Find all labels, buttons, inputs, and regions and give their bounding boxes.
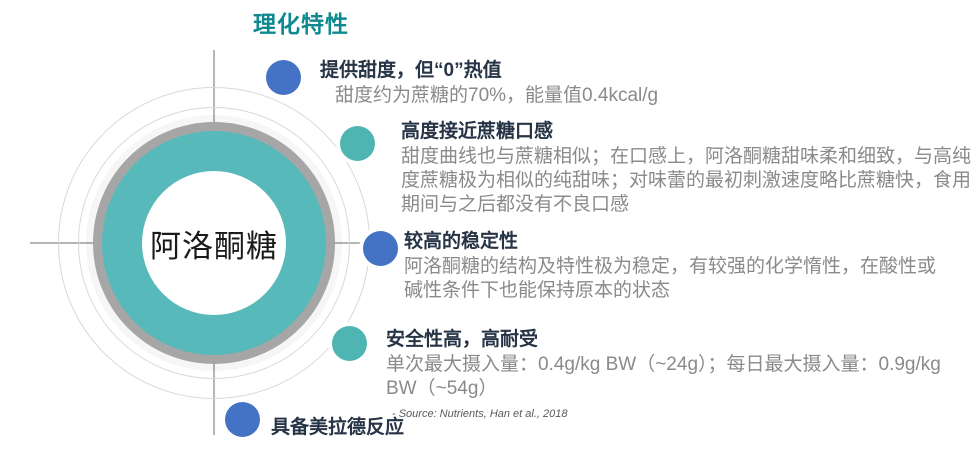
feature-item-sweetness: 提供甜度，但“0”热值 甜度约为蔗糖的70%，能量值0.4kcal/g — [320, 59, 658, 108]
feature-item-maillard: 具备美拉德反应 — [271, 416, 404, 440]
feature-body: 甜度约为蔗糖的70%，能量值0.4kcal/g — [335, 85, 659, 106]
feature-heading: 提供甜度，但“0”热值 — [320, 60, 502, 81]
feature-item-stability: 较高的稳定性 阿洛酮糖的结构及特性极为稳定，有较强的化学惰性，在酸性或 碱性条件… — [404, 230, 936, 303]
hub-teal-ring: 阿洛酮糖 — [102, 131, 326, 355]
feature-heading: 安全性高，高耐受 — [386, 329, 539, 350]
feature-body: 阿洛酮糖的结构及特性极为稳定，有较强的化学惰性，在酸性或 碱性条件下也能保持原本… — [404, 256, 937, 301]
feature-dot-2 — [340, 126, 375, 161]
hub-gray-ring: 阿洛酮糖 — [93, 122, 335, 364]
source-note: - Source: Nutrients, Han et al., 2018 — [392, 408, 568, 420]
feature-dot-5 — [225, 402, 260, 437]
feature-item-taste: 高度接近蔗糖口感 甜度曲线也与蔗糖相似；在口感上，阿洛酮糖甜味柔和细致，与高纯 … — [401, 120, 971, 217]
feature-heading: 较高的稳定性 — [404, 231, 519, 252]
feature-dot-4 — [332, 326, 367, 361]
feature-item-safety: 安全性高，高耐受 单次最大摄入量：0.4g/kg BW（~24g）；每日最大摄入… — [386, 328, 941, 421]
hub-center-circle: 阿洛酮糖 — [142, 171, 286, 315]
orbit-circle-inner — [78, 107, 350, 379]
feature-heading: 具备美拉德反应 — [271, 417, 405, 438]
hub-label: 阿洛酮糖 — [150, 228, 278, 264]
feature-dot-3 — [363, 231, 398, 266]
page-title: 理化特性 — [253, 11, 349, 37]
feature-body: 甜度曲线也与蔗糖相似；在口感上，阿洛酮糖甜味柔和细致，与高纯 度蔗糖极为相似的纯… — [401, 146, 971, 215]
feature-dot-1 — [266, 60, 301, 95]
feature-body: 单次最大摄入量：0.4g/kg BW（~24g）；每日最大摄入量：0.9g/kg… — [386, 354, 941, 399]
feature-heading: 高度接近蔗糖口感 — [401, 121, 554, 142]
